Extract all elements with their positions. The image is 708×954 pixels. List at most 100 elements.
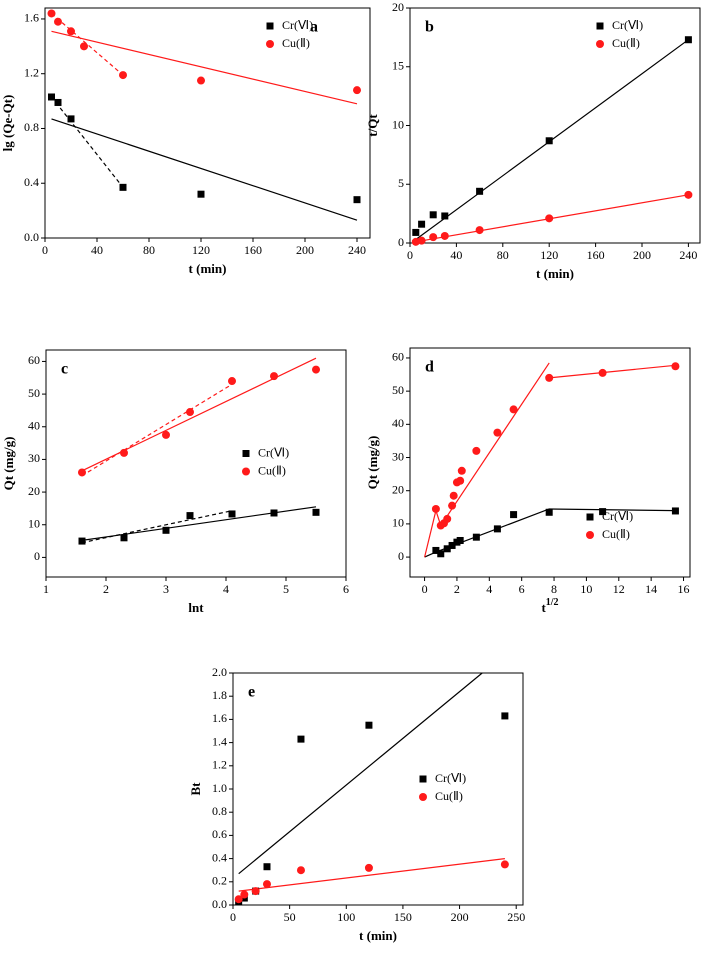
marker (296, 866, 305, 875)
x-tick-label: 8 (551, 582, 557, 596)
marker (270, 509, 278, 517)
x-tick-label: 16 (678, 582, 690, 596)
fit-line (424, 508, 676, 558)
y-tick-label: 0.8 (212, 804, 227, 818)
marker (78, 537, 86, 545)
x-axis-label: t (min) (536, 266, 574, 281)
panel: 0 40 80 120 160 200 240 0.0 0.4 0.8 1.2 1.6 t (min) l… (0, 7, 371, 276)
y-tick-label: 60 (392, 350, 404, 364)
legend-label: Cu(Ⅱ) (435, 789, 463, 803)
marker (262, 880, 271, 889)
legend-marker (266, 22, 274, 30)
fit-line (51, 96, 124, 188)
legend-marker (596, 40, 604, 48)
x-axis-label: t (min) (189, 261, 227, 276)
marker (432, 546, 440, 554)
legend-label: Cr(Ⅵ) (258, 445, 289, 459)
legend-label: Cu(Ⅱ) (258, 463, 286, 477)
y-tick-label: 30 (392, 449, 404, 463)
y-tick-label: 20 (392, 0, 404, 14)
x-tick-label: 3 (163, 582, 169, 596)
panel: 0 2 4 6 8 10 12 14 16 0 10 20 30 40 50 60 t1/2 Qt (mg/g) d… (365, 347, 691, 615)
y-tick-label: 0 (398, 549, 404, 563)
x-tick-label: 5 (283, 582, 289, 596)
x-tick-label: 150 (394, 910, 412, 924)
y-tick-label: 0.6 (212, 827, 227, 841)
y-tick-label: 20 (28, 484, 40, 498)
legend-marker (596, 22, 604, 30)
x-tick-label: 10 (580, 582, 592, 596)
y-tick-label: 0.4 (212, 850, 227, 864)
plot-frame (44, 7, 371, 239)
legend-label: Cu(Ⅱ) (602, 527, 630, 541)
marker (78, 468, 86, 477)
fit-line (51, 118, 358, 221)
marker (545, 373, 554, 382)
y-tick-label: 10 (392, 117, 404, 131)
marker (67, 115, 75, 123)
marker (429, 211, 437, 219)
marker (364, 863, 373, 872)
x-tick-label: 1 (43, 582, 49, 596)
legend-label: Cr(Ⅵ) (602, 509, 633, 523)
x-tick-label: 200 (633, 248, 651, 262)
marker (80, 42, 88, 51)
marker (48, 93, 55, 101)
fit-line (238, 672, 483, 875)
x-tick-label: 4 (486, 582, 492, 596)
y-axis-label: Qt (mg/g) (1, 437, 16, 491)
x-tick-label: 2 (103, 582, 109, 596)
marker (456, 536, 464, 544)
x-tick-label: 120 (192, 243, 210, 257)
marker (443, 545, 451, 553)
x-tick-label: 0 (407, 248, 413, 262)
marker (197, 76, 205, 85)
y-tick-label: 10 (392, 516, 404, 530)
x-axis-label: lnt (188, 600, 204, 615)
x-axis-label-text: lnt (188, 600, 204, 615)
y-tick-label: 0.4 (24, 175, 39, 189)
fit-line (81, 383, 233, 477)
marker (263, 863, 271, 871)
x-axis-label-text: t (min) (189, 261, 227, 276)
x-tick-label: 160 (587, 248, 605, 262)
marker (457, 466, 466, 475)
y-tick-label: 15 (392, 59, 404, 73)
panel: 0 50 100 150 200 250 0.0 0.2 0.4 0.6 0.8 1.0 1.2 1.4 1… (188, 665, 525, 943)
marker (119, 183, 127, 191)
x-tick-label: 250 (507, 910, 525, 924)
y-tick-label: 1.4 (212, 734, 227, 748)
marker (67, 27, 75, 36)
plot-frame (409, 7, 701, 244)
marker (120, 534, 128, 542)
x-axis-label: t1/2 (541, 597, 558, 615)
y-tick-label: 50 (392, 383, 404, 397)
y-tick-label: 0.8 (24, 120, 39, 134)
fit-line (238, 858, 505, 892)
legend-marker (586, 531, 594, 539)
marker (270, 372, 278, 381)
marker (443, 514, 452, 523)
x-tick-label: 240 (348, 243, 366, 257)
x-tick-label: 50 (284, 910, 296, 924)
y-tick-label: 40 (28, 419, 40, 433)
x-tick-label: 6 (519, 582, 525, 596)
marker (429, 233, 438, 242)
marker (456, 476, 465, 485)
marker (119, 71, 127, 80)
y-tick-label: 50 (28, 386, 40, 400)
y-tick-label: 1.2 (212, 758, 227, 772)
marker (448, 501, 457, 510)
x-axis-label-text: t (541, 600, 546, 615)
marker (441, 212, 449, 220)
x-tick-label: 120 (540, 248, 558, 262)
x-tick-label: 0 (42, 243, 48, 257)
marker (228, 510, 236, 518)
y-tick-label: 2.0 (212, 665, 227, 679)
marker (472, 533, 480, 541)
fit-line (424, 362, 676, 558)
legend-label: Cu(Ⅱ) (282, 36, 310, 50)
y-tick-label: 30 (28, 451, 40, 465)
marker (545, 214, 554, 223)
marker (509, 405, 518, 414)
